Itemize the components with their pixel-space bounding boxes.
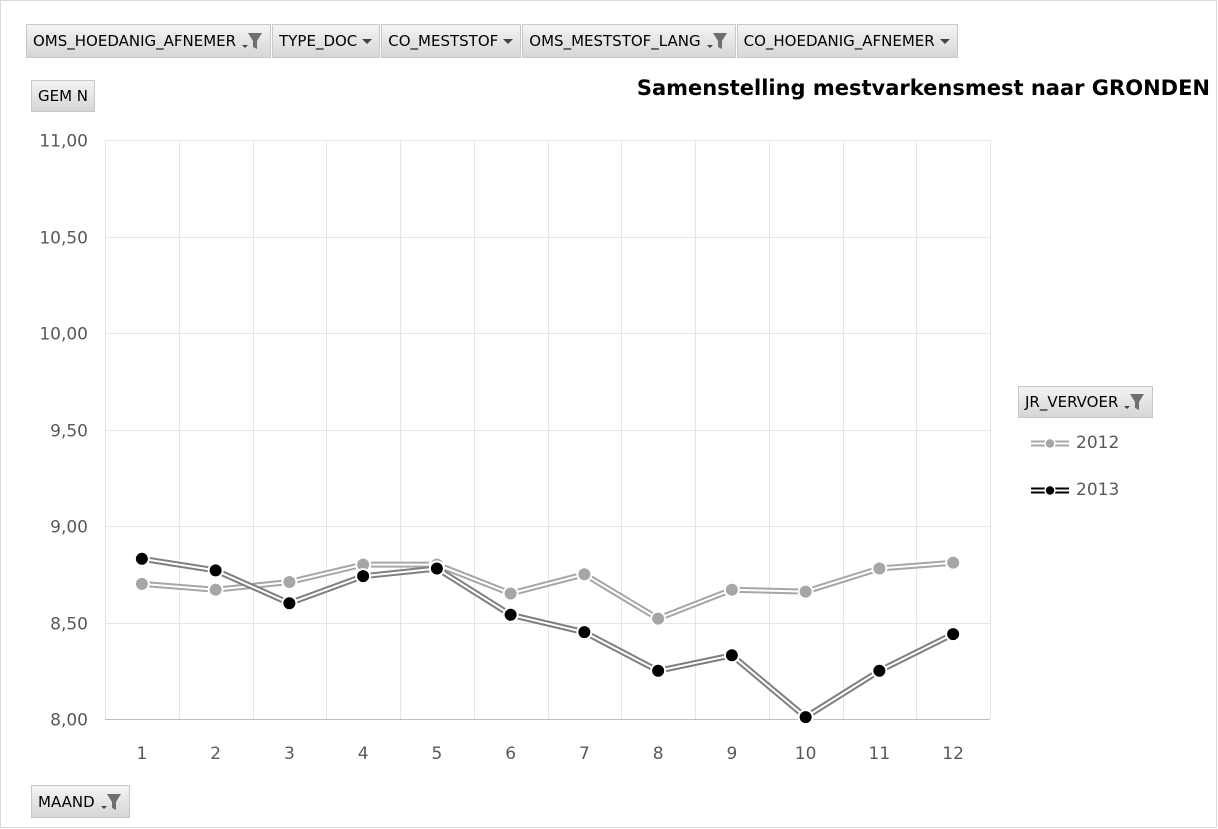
- series-2012-point: [133, 575, 150, 592]
- series-2012-point: [281, 573, 298, 590]
- series-2013-point: [576, 624, 593, 641]
- series-2012-line-inner: [141, 561, 954, 620]
- filter-field-bar: OMS_HOEDANIG_AFNEMER TYPE_DOC CO_MESTSTO…: [26, 24, 959, 58]
- filter-icon[interactable]: [705, 30, 729, 52]
- x-tick-label: 3: [284, 744, 295, 764]
- y-tick-label: 10,00: [39, 325, 88, 345]
- filter-field-label: CO_HOEDANIG_AFNEMER: [743, 32, 935, 50]
- axis-field-label: MAAND: [38, 792, 95, 811]
- series-2013-point: [502, 606, 519, 623]
- legend-marker-2012: [1031, 437, 1069, 450]
- x-tick-label: 6: [505, 744, 516, 764]
- x-tick-label: 5: [431, 744, 442, 764]
- x-tick-label: 7: [579, 744, 590, 764]
- chart-title: Samenstelling mestvarkensmest naar GROND…: [636, 76, 1210, 100]
- filter-field-oms-meststof-lang[interactable]: OMS_MESTSTOF_LANG: [522, 24, 736, 58]
- x-tick-label: 9: [726, 744, 737, 764]
- series-2013-point: [133, 550, 150, 567]
- x-tick-label: 11: [869, 744, 891, 764]
- series-2012-point: [207, 581, 224, 598]
- x-tick-label: 4: [358, 744, 369, 764]
- series-2013-line-inner: [141, 557, 954, 719]
- series-2013-point: [355, 568, 372, 585]
- series-2012-point: [797, 583, 814, 600]
- x-tick-label: 8: [653, 744, 664, 764]
- legend-item-2013[interactable]: 2013: [1030, 480, 1119, 500]
- filter-field-oms-hoedanig-afnemer[interactable]: OMS_HOEDANIG_AFNEMER: [26, 24, 272, 58]
- series-2012-point: [723, 581, 740, 598]
- legend-item-2012[interactable]: 2012: [1030, 433, 1119, 453]
- series-2012-point: [502, 585, 519, 602]
- series-2013-point: [650, 662, 667, 679]
- filter-field-label: OMS_HOEDANIG_AFNEMER: [33, 32, 237, 50]
- legend-label: 2013: [1076, 480, 1120, 500]
- filter-icon[interactable]: [240, 30, 264, 52]
- series-2012-point: [576, 566, 593, 583]
- x-tick-label: 12: [942, 744, 964, 764]
- x-tick-label: 10: [795, 744, 817, 764]
- filter-field-label: OMS_MESTSTOF_LANG: [529, 32, 701, 50]
- dropdown-icon[interactable]: [361, 36, 373, 46]
- legend-label: 2012: [1076, 433, 1120, 453]
- series-2013-point: [797, 709, 814, 726]
- y-tick-label: 9,00: [50, 518, 88, 538]
- series-2013-point: [281, 595, 298, 612]
- y-tick-label: 11,00: [39, 132, 88, 152]
- filter-field-type-doc[interactable]: TYPE_DOC: [272, 24, 381, 58]
- series-2012-point: [871, 560, 888, 577]
- legend-field-button[interactable]: JR_VERVOER: [1018, 386, 1154, 418]
- filter-field-co-hoedanig-afnemer[interactable]: CO_HOEDANIG_AFNEMER: [736, 24, 958, 58]
- y-tick-label: 8,00: [50, 711, 88, 731]
- value-field-button[interactable]: GEM N: [31, 80, 96, 112]
- axis-field-button[interactable]: MAAND: [31, 785, 130, 818]
- series-2013-point: [871, 662, 888, 679]
- filter-field-co-meststof[interactable]: CO_MESTSTOF: [381, 24, 522, 58]
- x-tick-label: 2: [210, 744, 221, 764]
- y-tick-label: 9,50: [50, 422, 88, 442]
- y-tick-label: 10,50: [39, 229, 88, 249]
- y-tick-label: 8,50: [50, 615, 88, 635]
- filter-field-label: TYPE_DOC: [279, 32, 358, 50]
- legend-marker-2013: [1031, 484, 1069, 497]
- series-2012-point: [945, 554, 962, 571]
- dropdown-icon[interactable]: [939, 36, 951, 46]
- filter-icon[interactable]: [1122, 391, 1146, 413]
- legend-field-label: JR_VERVOER: [1025, 393, 1119, 411]
- series-2013-point: [428, 560, 445, 577]
- series-2013-point: [207, 562, 224, 579]
- value-field-label: GEM N: [38, 87, 89, 105]
- filter-icon[interactable]: [99, 791, 123, 813]
- x-tick-label: 1: [136, 744, 147, 764]
- series-2013-point: [945, 626, 962, 643]
- series-2012-point: [650, 610, 667, 627]
- filter-field-label: CO_MESTSTOF: [388, 32, 499, 50]
- series-2013-point: [723, 647, 740, 664]
- dropdown-icon[interactable]: [502, 36, 514, 46]
